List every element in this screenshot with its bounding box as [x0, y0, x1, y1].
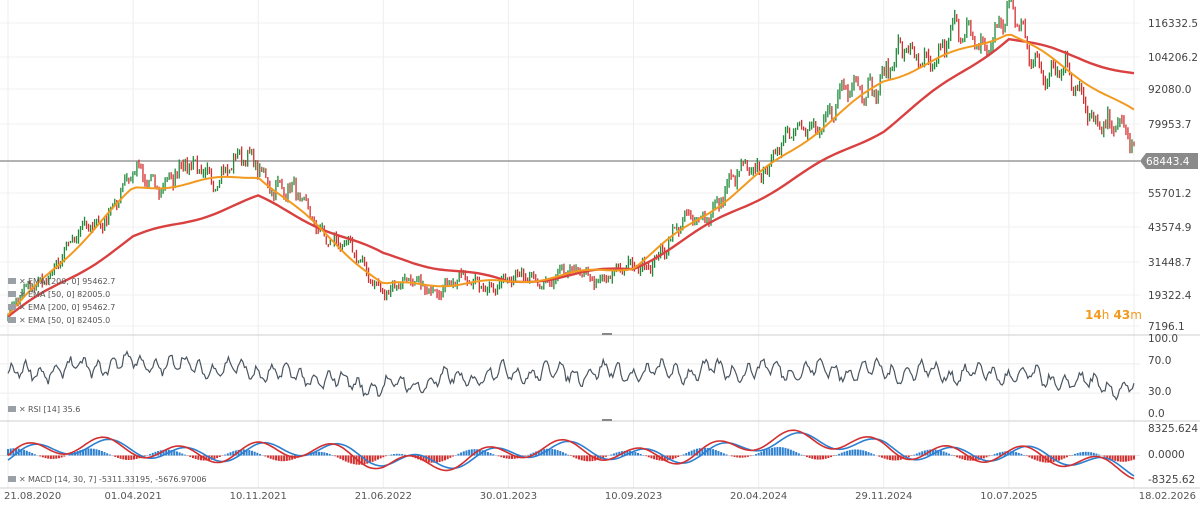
legend-entry-text: EMA [200, 0] 95462.7: [28, 277, 115, 286]
time-axis-tick-label: 21.08.2020: [4, 491, 61, 502]
legend-entry[interactable]: ✕ EMA [200, 0] 95462.7: [8, 303, 115, 312]
macd-panel: 8325.624 0.0000 -8325.62 ✕ MACD [14, 30, 7…: [0, 423, 1198, 486]
rsi-tick-label: 100.0: [1148, 333, 1178, 345]
price-tick-label: 19322.4: [1148, 290, 1192, 302]
legend-close-icon[interactable]: ✕: [19, 316, 26, 325]
legend-entry[interactable]: ✕ EMA [50, 0] 82405.0: [8, 316, 110, 325]
legend-close-icon[interactable]: ✕: [19, 475, 26, 484]
legend-close-icon[interactable]: ✕: [19, 290, 26, 299]
price-gridlines: [0, 22, 1140, 327]
time-axis-tick-label: 18.02.2026: [1139, 491, 1196, 502]
rsi-tick-label: 0.0: [1148, 408, 1165, 420]
rsi-tick-label: 30.0: [1148, 386, 1171, 398]
vertical-gridlines: [7, 0, 1135, 488]
rsi-tick-label: 70.0: [1148, 355, 1171, 367]
countdown-minutes: 43: [1114, 308, 1131, 322]
legend-settings-icon[interactable]: [8, 406, 16, 412]
price-tick-label: 92080.0: [1148, 84, 1191, 96]
rsi-line: [7, 350, 1135, 401]
legend-close-icon[interactable]: ✕: [19, 277, 26, 286]
time-axis-tick-label: 29.11.2024: [855, 491, 912, 502]
panel-resize-handle[interactable]: [602, 419, 612, 421]
price-tick-label: 116332.5: [1148, 18, 1198, 30]
legend-entry-text: EMA [200, 0] 95462.7: [28, 303, 115, 312]
time-axis-tick-label: 20.04.2024: [730, 491, 787, 502]
legend-entry[interactable]: ✕ EMA [200, 0] 95462.7: [8, 277, 115, 286]
legend-settings-icon[interactable]: [8, 317, 16, 323]
price-tick-label: 55701.2: [1148, 188, 1191, 200]
time-axis-tick-label: 10.11.2021: [230, 491, 287, 502]
time-axis-tick-label: 10.09.2023: [605, 491, 662, 502]
legend-settings-icon[interactable]: [8, 304, 16, 310]
countdown-timer: 14h 43m: [1085, 308, 1142, 322]
legend-settings-icon[interactable]: [8, 278, 16, 284]
rsi-axis-ticks: 100.0 70.0 30.0 0.0: [1148, 333, 1178, 420]
legend-settings-icon[interactable]: [8, 291, 16, 297]
time-axis-tick-label: 30.01.2023: [480, 491, 537, 502]
price-tick-label: 7196.1: [1148, 321, 1185, 333]
time-axis-tick-label: 01.04.2021: [104, 491, 161, 502]
ema-fast-line: [7, 33, 1135, 316]
macd-tick-label: 0.0000: [1148, 449, 1185, 461]
price-panel: 116332.5 104206.2 92080.0 79953.7 55701.2 435…: [0, 0, 1198, 333]
countdown-minutes-unit: m: [1130, 308, 1142, 322]
price-legend: ✕ EMA [200, 0] 95462.7 ✕ EMA [50, 0] 820…: [8, 277, 115, 325]
macd-tick-label: 8325.624: [1148, 423, 1198, 435]
time-axis-tick-label: 21.06.2022: [355, 491, 412, 502]
price-tick-label: 79953.7: [1148, 119, 1191, 131]
macd-legend[interactable]: ✕ MACD [14, 30, 7] -5311.33195, -5676.97…: [8, 475, 207, 484]
legend-entry-text: EMA [50, 0] 82005.0: [28, 290, 110, 299]
time-axis-tick-label: 10.07.2025: [980, 491, 1037, 502]
price-tick-label: 104206.2: [1148, 52, 1198, 64]
legend-close-icon[interactable]: ✕: [19, 303, 26, 312]
price-tick-label: 31448.7: [1148, 257, 1191, 269]
macd-axis-ticks: 8325.624 0.0000 -8325.62: [1148, 423, 1198, 486]
panel-resize-handle[interactable]: [602, 333, 612, 335]
legend-close-icon[interactable]: ✕: [19, 405, 26, 414]
time-axis-ticks: 21.08.2020 01.04.2021 10.11.2021 21.06.2022…: [4, 491, 1196, 502]
current-price-badge-shape: [1140, 153, 1198, 169]
price-axis-ticks: 116332.5 104206.2 92080.0 79953.7 55701.2 435…: [1148, 18, 1198, 333]
legend-settings-icon[interactable]: [8, 476, 16, 482]
macd-line: [7, 429, 1135, 480]
ema-slow-line: [7, 37, 1135, 318]
macd-tick-label: -8325.62: [1148, 474, 1195, 486]
macd-legend-text: MACD [14, 30, 7] -5311.33195, -5676.9700…: [28, 475, 207, 484]
price-tick-label: 43574.9: [1148, 222, 1191, 234]
rsi-legend[interactable]: ✕ RSI [14] 35.6: [8, 405, 80, 414]
countdown-hours: 14: [1085, 308, 1102, 322]
legend-entry[interactable]: ✕ EMA [50, 0] 82005.0: [8, 290, 110, 299]
current-price-badge: 68443.4: [1140, 153, 1198, 169]
rsi-legend-text: RSI [14] 35.6: [28, 405, 80, 414]
current-price-badge-text: 68443.4: [1146, 156, 1190, 168]
legend-entry-text: EMA [50, 0] 82405.0: [28, 316, 110, 325]
rsi-panel: 100.0 70.0 30.0 0.0 ✕ RSI [14] 35.6: [0, 333, 1178, 420]
countdown-hours-unit: h: [1102, 308, 1110, 322]
